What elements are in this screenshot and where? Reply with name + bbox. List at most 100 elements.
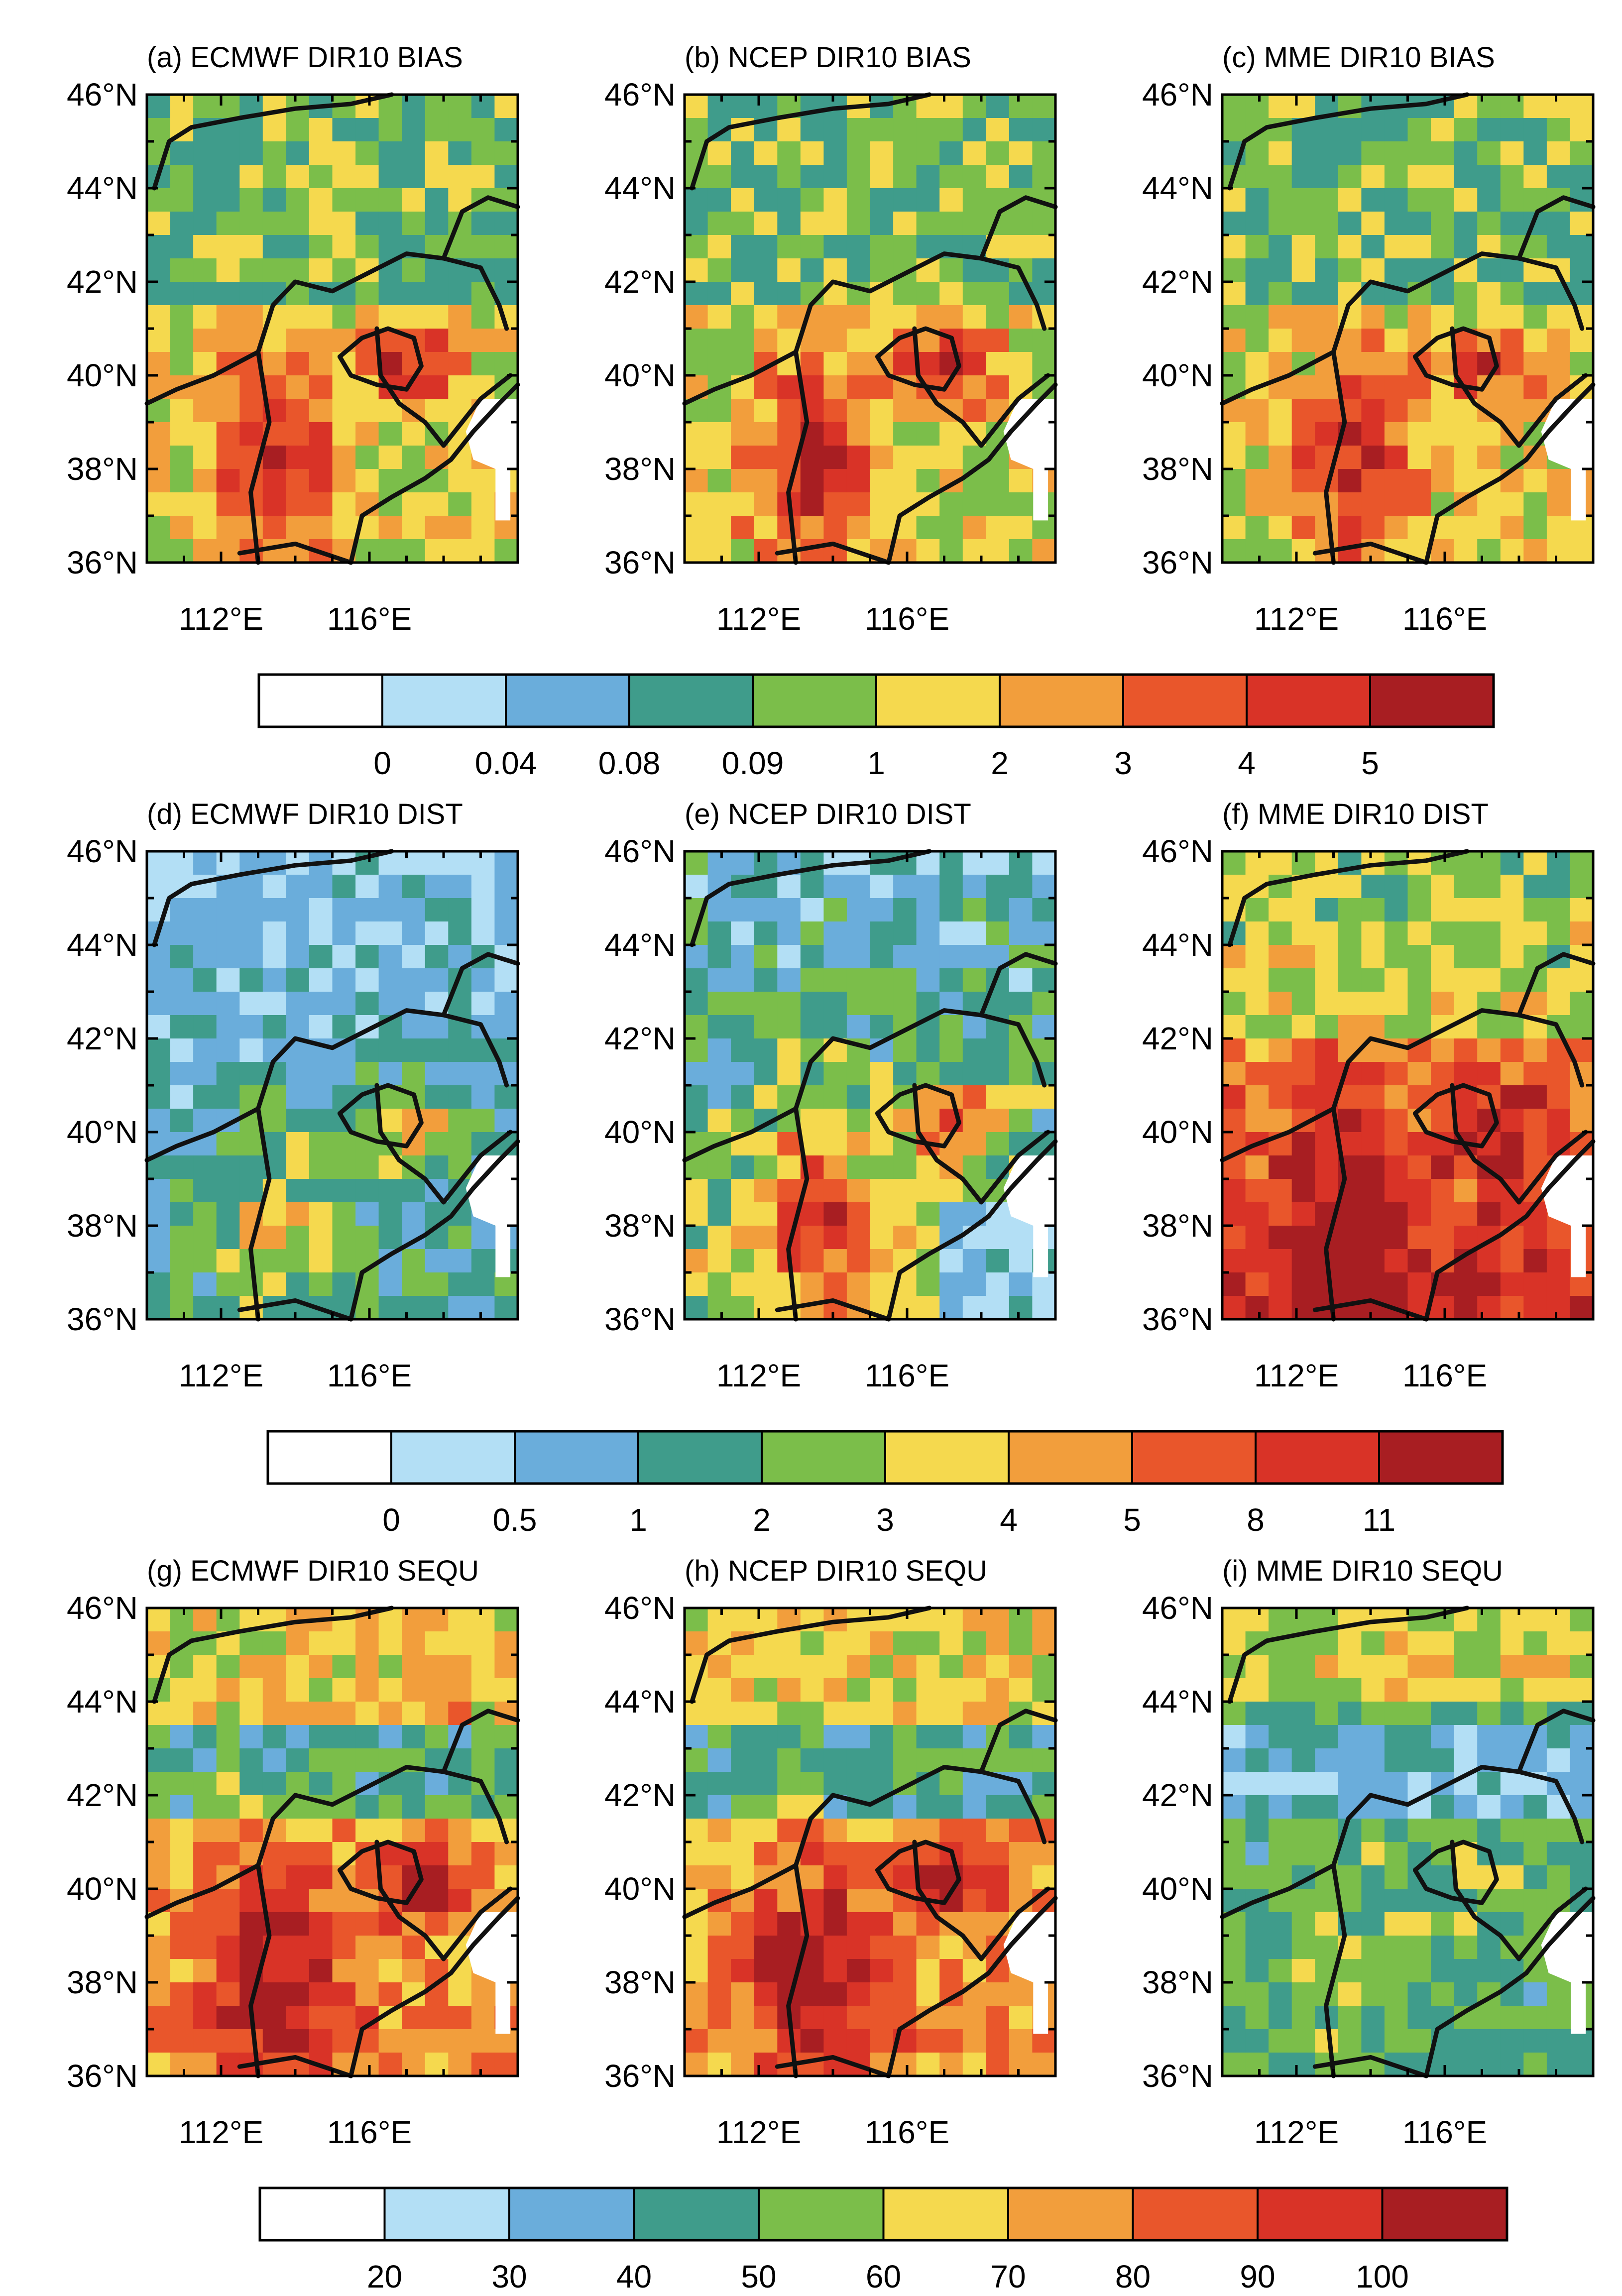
contour-cell xyxy=(1500,875,1524,899)
contour-cell xyxy=(355,282,379,306)
contour-cell xyxy=(471,1608,495,1632)
colorbar-swatch xyxy=(1255,1430,1380,1485)
contour-cell xyxy=(986,1608,1010,1632)
contour-cell xyxy=(731,898,755,922)
contour-cell xyxy=(1570,851,1594,875)
contour-cell xyxy=(239,1655,263,1679)
contour-cell xyxy=(286,165,310,189)
boundary-line xyxy=(1324,1765,1585,2078)
contour-cell xyxy=(731,1819,755,1842)
contour-cell xyxy=(1431,1155,1455,1179)
contour-cell xyxy=(1523,1249,1547,1273)
x-tick-label: 116°E xyxy=(1402,601,1487,637)
contour-cell xyxy=(1315,1795,1339,1819)
contour-cell xyxy=(846,1772,871,1796)
contour-cell xyxy=(1500,141,1524,165)
contour-cell xyxy=(754,399,778,423)
contour-cell xyxy=(1269,1795,1292,1819)
contour-cell xyxy=(731,1608,755,1632)
contour-cell xyxy=(239,1819,263,1842)
contour-cell xyxy=(448,1062,472,1086)
contour-cell xyxy=(1291,1038,1316,1062)
contour-cell xyxy=(916,1062,940,1086)
boundary-line xyxy=(248,1008,509,1322)
contour-cell xyxy=(402,875,426,899)
contour-cell xyxy=(1454,1702,1478,1725)
contour-cell xyxy=(1245,2053,1269,2076)
contour-cell xyxy=(1477,968,1501,992)
contour-cell xyxy=(471,2053,495,2076)
contour-cell xyxy=(216,1062,240,1086)
contour-cell xyxy=(1222,1725,1246,1749)
contour-cell xyxy=(1384,446,1408,469)
contour-cell xyxy=(1431,1702,1455,1725)
contour-cell xyxy=(402,516,426,540)
contour-cell xyxy=(1291,1678,1316,1702)
contour-cell xyxy=(800,352,824,376)
contour-cell xyxy=(1454,539,1478,563)
contour-cell xyxy=(471,516,495,540)
boundary-line xyxy=(690,849,932,947)
contour-cell xyxy=(286,1889,310,1913)
contour-cell xyxy=(823,352,847,376)
contour-cell xyxy=(1032,921,1056,945)
contour-cell xyxy=(147,1109,171,1133)
contour-cell xyxy=(846,492,871,516)
contour-cell xyxy=(1431,539,1455,563)
contour-cell xyxy=(685,305,708,329)
contour-cell xyxy=(355,118,379,142)
contour-cell xyxy=(1477,141,1501,165)
contour-cell xyxy=(916,921,940,945)
contour-cell xyxy=(494,1631,518,1655)
contour-cell xyxy=(962,1865,987,1889)
contour-cell xyxy=(1477,1631,1501,1655)
contour-cell xyxy=(823,235,847,259)
contour-cell xyxy=(916,352,940,376)
contour-cell xyxy=(147,1631,171,1655)
contour-cell xyxy=(1245,516,1269,540)
contour-cell xyxy=(170,1865,194,1889)
y-tick-label: 38°N xyxy=(1142,1208,1213,1244)
contour-cell xyxy=(962,1842,987,1866)
contour-cell xyxy=(800,258,824,282)
contour-cell xyxy=(731,212,755,235)
contour-cell xyxy=(1032,352,1056,376)
y-tick-label: 38°N xyxy=(67,1964,138,2000)
contour-cell xyxy=(1570,539,1594,563)
contour-cell xyxy=(1407,1062,1431,1086)
contour-cell xyxy=(1431,1109,1455,1133)
contour-cell xyxy=(1009,492,1033,516)
contour-cell xyxy=(262,1272,287,1296)
contour-cell xyxy=(286,1748,310,1772)
contour-cell xyxy=(309,1936,333,1959)
contour-cell xyxy=(707,1772,731,1796)
contour-cell xyxy=(1431,422,1455,446)
contour-cell xyxy=(309,1865,333,1889)
contour-cell xyxy=(1245,258,1269,282)
contour-cell xyxy=(707,492,731,516)
contour-cell xyxy=(800,1226,824,1250)
contour-cell xyxy=(378,1936,402,1959)
contour-cell xyxy=(1454,1179,1478,1203)
boundary-line xyxy=(786,1765,1047,2078)
contour-cell xyxy=(1500,851,1524,875)
contour-cell xyxy=(1269,921,1292,945)
contour-cell xyxy=(402,2029,426,2053)
contour-cell xyxy=(685,282,708,306)
contour-cell xyxy=(309,1959,333,1983)
contour-cell xyxy=(731,1249,755,1273)
contour-cell xyxy=(448,492,472,516)
contour-cell xyxy=(1009,2029,1033,2053)
boundary-line xyxy=(1516,195,1596,261)
contour-cell xyxy=(916,992,940,1016)
contour-cell xyxy=(1384,492,1408,516)
contour-cell xyxy=(1361,968,1385,992)
contour-cell xyxy=(193,399,217,423)
contour-cell xyxy=(355,921,379,945)
contour-cell xyxy=(1454,875,1478,899)
contour-cell xyxy=(332,516,356,540)
contour-cell xyxy=(1407,1702,1431,1725)
contour-cell xyxy=(494,875,518,899)
contour-cell xyxy=(378,875,402,899)
contour-cell xyxy=(1361,352,1385,376)
